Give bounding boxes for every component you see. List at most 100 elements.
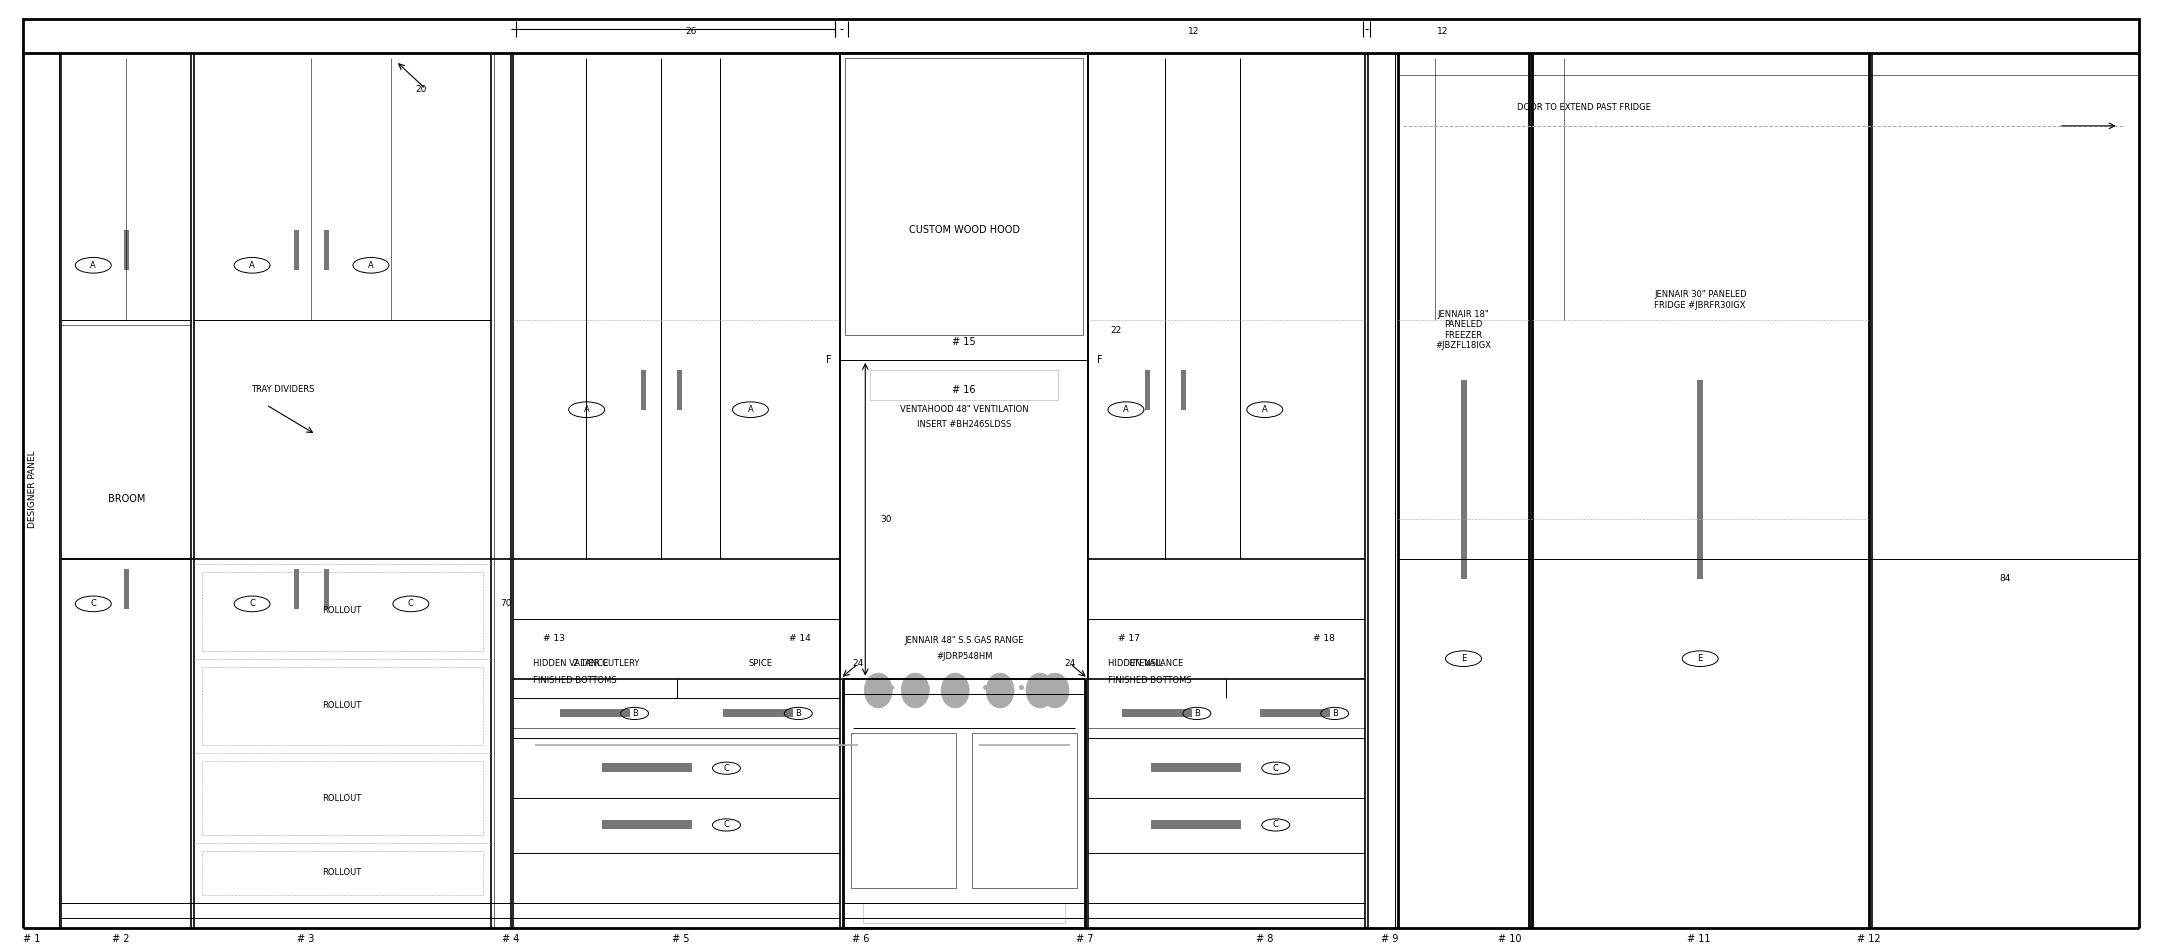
Text: # 13: # 13 <box>542 634 564 643</box>
Text: C: C <box>1273 820 1279 830</box>
Text: ROLLOUT: ROLLOUT <box>323 868 362 877</box>
Text: 26: 26 <box>685 27 698 36</box>
Text: HIDDEN VALANCE: HIDDEN VALANCE <box>1108 659 1184 669</box>
Text: # 16: # 16 <box>952 384 976 395</box>
Text: C: C <box>249 599 256 608</box>
Text: ROLLOUT: ROLLOUT <box>323 794 362 802</box>
Text: 30: 30 <box>880 515 891 524</box>
Bar <box>202 850 483 895</box>
Bar <box>863 902 1064 922</box>
Text: A: A <box>748 405 752 414</box>
Text: # 10: # 10 <box>1498 935 1522 944</box>
Text: 2 TIER CUTLERY: 2 TIER CUTLERY <box>572 659 640 669</box>
Text: DOOR TO EXTEND PAST FRIDGE: DOOR TO EXTEND PAST FRIDGE <box>1518 103 1652 113</box>
Text: 12: 12 <box>1188 27 1199 36</box>
Text: C: C <box>1273 763 1279 773</box>
Bar <box>601 763 692 772</box>
Text: DESIGNER PANEL: DESIGNER PANEL <box>28 451 37 528</box>
Bar <box>601 820 692 829</box>
Text: # 8: # 8 <box>1255 935 1273 944</box>
Text: UTENSIL: UTENSIL <box>1127 659 1162 669</box>
Bar <box>202 761 483 835</box>
Text: # 5: # 5 <box>672 935 689 944</box>
Text: # 14: # 14 <box>789 634 811 643</box>
Text: A: A <box>249 260 256 270</box>
Bar <box>323 230 330 270</box>
Text: CUSTOM WOOD HOOD: CUSTOM WOOD HOOD <box>908 225 1019 236</box>
Bar <box>202 667 483 745</box>
Bar <box>841 53 1088 679</box>
Text: TRAY DIVIDERS: TRAY DIVIDERS <box>251 385 314 394</box>
Bar <box>295 569 299 609</box>
Text: F: F <box>1097 355 1104 365</box>
Text: BROOM: BROOM <box>108 494 145 505</box>
Text: FINISHED BOTTOMS: FINISHED BOTTOMS <box>1108 676 1192 685</box>
Bar <box>676 370 681 410</box>
Bar <box>1698 380 1704 579</box>
Text: A: A <box>369 260 373 270</box>
Bar <box>323 569 330 609</box>
Bar <box>124 569 130 609</box>
Text: 84: 84 <box>1999 575 2010 583</box>
Text: 20: 20 <box>414 84 427 94</box>
Text: A: A <box>1262 405 1268 414</box>
Text: 12: 12 <box>1437 27 1448 36</box>
Text: B: B <box>1331 709 1338 718</box>
Text: # 17: # 17 <box>1119 634 1140 643</box>
Text: C: C <box>408 599 414 608</box>
Text: # 4: # 4 <box>503 935 520 944</box>
Bar <box>869 370 1058 400</box>
Text: A: A <box>91 260 95 270</box>
Bar <box>1151 763 1240 772</box>
Bar <box>1260 709 1329 718</box>
Text: C: C <box>724 820 728 830</box>
Text: # 9: # 9 <box>1381 935 1398 944</box>
Bar <box>971 733 1077 887</box>
Bar <box>295 230 299 270</box>
Text: # 15: # 15 <box>952 337 976 347</box>
Bar <box>640 370 646 410</box>
Text: C: C <box>724 763 728 773</box>
Bar <box>24 19 2138 53</box>
Text: # 1: # 1 <box>22 935 39 944</box>
Text: C: C <box>91 599 95 608</box>
Text: B: B <box>796 709 802 718</box>
Text: B: B <box>1195 709 1199 718</box>
Text: E: E <box>1461 654 1466 663</box>
Text: # 2: # 2 <box>113 935 130 944</box>
Text: ROLLOUT: ROLLOUT <box>323 606 362 616</box>
Text: JENNAIR 30" PANELED
FRIDGE #JBRFR30IGX: JENNAIR 30" PANELED FRIDGE #JBRFR30IGX <box>1654 291 1747 310</box>
Bar <box>1182 370 1186 410</box>
Text: #JDRP548HM: #JDRP548HM <box>937 652 993 661</box>
Text: # 6: # 6 <box>852 935 869 944</box>
Text: # 3: # 3 <box>297 935 314 944</box>
Text: JENNAIR 48" S.S GAS RANGE: JENNAIR 48" S.S GAS RANGE <box>904 636 1023 645</box>
Text: ROLLOUT: ROLLOUT <box>323 701 362 710</box>
Text: A: A <box>583 405 590 414</box>
Text: 70: 70 <box>501 599 512 608</box>
Text: # 12: # 12 <box>1858 935 1882 944</box>
Text: A: A <box>1123 405 1130 414</box>
Bar <box>1123 709 1192 718</box>
Bar <box>124 230 130 270</box>
Bar <box>1461 380 1466 579</box>
Ellipse shape <box>1041 673 1069 708</box>
Ellipse shape <box>865 673 893 708</box>
Text: 24: 24 <box>1064 659 1075 669</box>
Ellipse shape <box>986 673 1015 708</box>
Text: 24: 24 <box>852 659 863 669</box>
Text: VENTAHOOD 48" VENTILATION: VENTAHOOD 48" VENTILATION <box>900 405 1028 414</box>
Text: # 18: # 18 <box>1314 634 1335 643</box>
Bar <box>202 572 483 651</box>
Bar <box>846 58 1084 335</box>
Text: SPICE: SPICE <box>748 659 772 669</box>
Text: 22: 22 <box>1110 326 1121 334</box>
Text: F: F <box>826 355 830 365</box>
Text: # 7: # 7 <box>1075 935 1093 944</box>
Text: HIDDEN VALANCE: HIDDEN VALANCE <box>533 659 607 669</box>
Text: JENNAIR 18"
PANELED
FREEZER
#JBZFL18IGX: JENNAIR 18" PANELED FREEZER #JBZFL18IGX <box>1435 310 1492 350</box>
Ellipse shape <box>1025 673 1054 708</box>
Text: # 11: # 11 <box>1687 935 1711 944</box>
Bar <box>559 709 629 718</box>
Bar <box>852 733 956 887</box>
